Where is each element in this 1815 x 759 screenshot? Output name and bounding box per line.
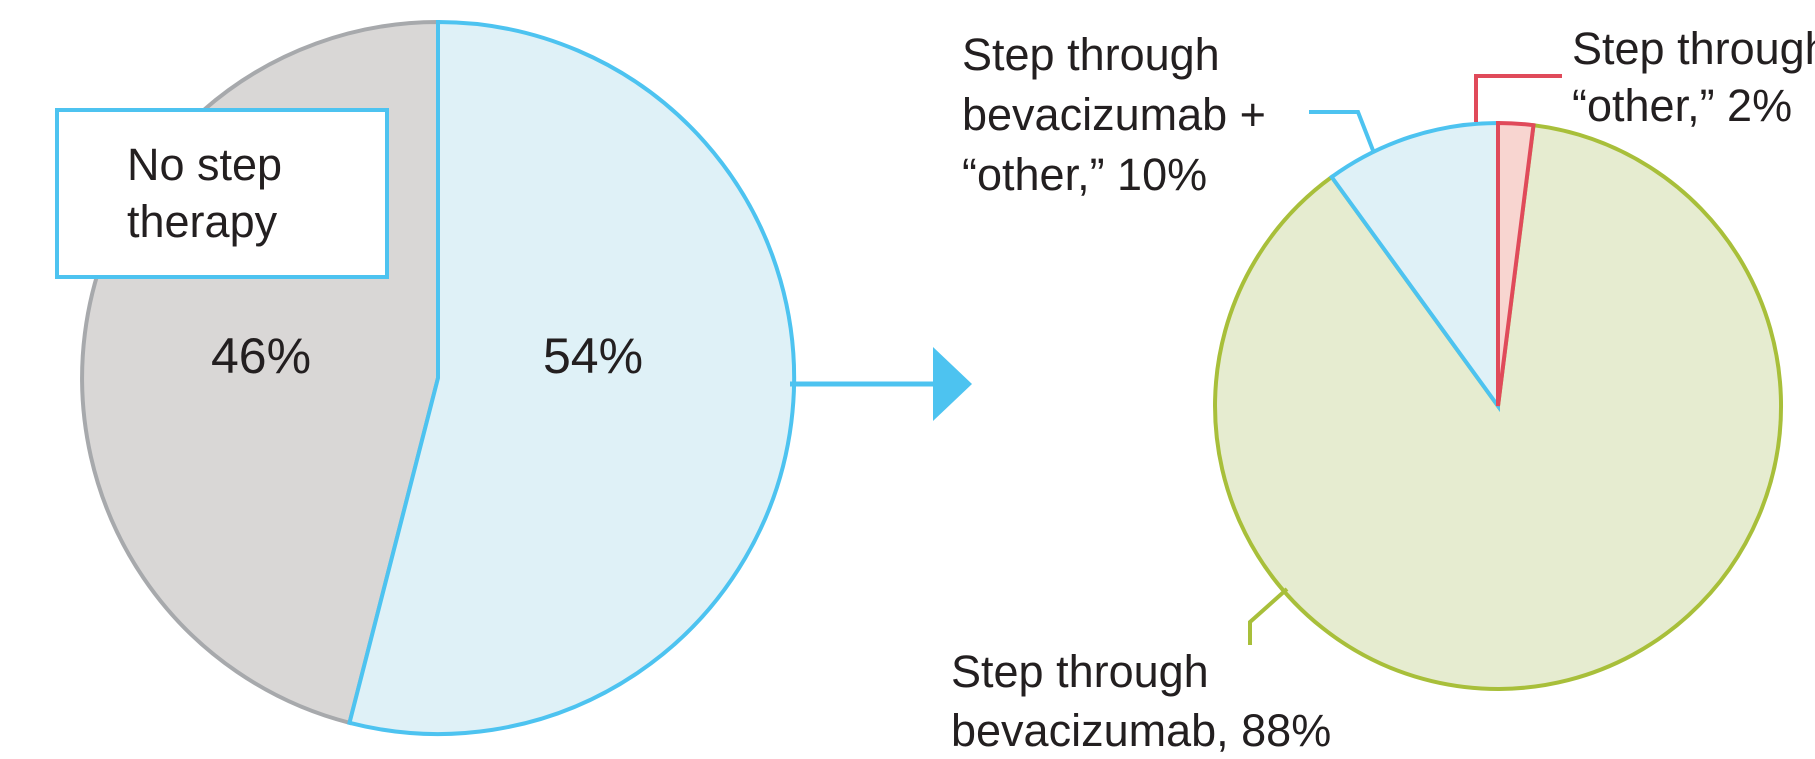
box-label-line-2: therapy bbox=[127, 196, 278, 247]
slice-step-therapy bbox=[347, 19, 797, 736]
arrow-head bbox=[933, 347, 972, 421]
leader-line-other bbox=[1474, 74, 1562, 122]
label-beva-other-line-2: bevacizumab + bbox=[962, 89, 1266, 140]
label-beva-other-line-1: Step through bbox=[962, 29, 1220, 80]
label-box bbox=[55, 108, 389, 279]
label-beva-line-1: Step through bbox=[951, 646, 1209, 697]
label-bevacizumab-plus-other: Step through bevacizumab + “other,” 10% bbox=[962, 29, 1266, 200]
label-bevacizumab: Step through bevacizumab, 88% bbox=[951, 646, 1331, 756]
slice-bevacizumab-plus-other bbox=[1328, 120, 1500, 413]
label-other: Step through “other,” 2% bbox=[1572, 23, 1815, 131]
right-pie bbox=[1213, 120, 1783, 691]
leader-line-bevacizumab-plus-other bbox=[1309, 110, 1376, 154]
label-other-line-1: Step through bbox=[1572, 23, 1815, 74]
no-step-therapy-box: No step therapy bbox=[55, 108, 389, 279]
slice-other bbox=[1496, 120, 1536, 407]
box-label-line-1: No step bbox=[127, 139, 282, 190]
label-beva-other-line-3: “other,” 10% bbox=[962, 149, 1207, 200]
leader-line-bevacizumab bbox=[1248, 587, 1289, 645]
connector-arrow bbox=[790, 347, 972, 421]
no-step-percent-label: 46% bbox=[211, 328, 311, 384]
step-percent-label: 54% bbox=[543, 328, 643, 384]
label-beva-line-2: bevacizumab, 88% bbox=[951, 705, 1331, 756]
label-other-line-2: “other,” 2% bbox=[1572, 80, 1792, 131]
